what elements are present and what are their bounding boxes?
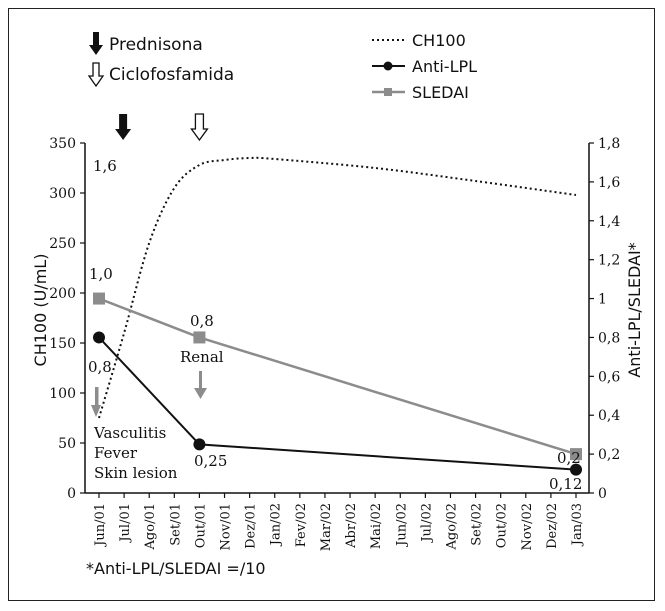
annotation-0-8-lpl: 0,8 xyxy=(88,358,112,376)
y-right-tick-label: 0,4 xyxy=(598,408,620,424)
legend-prednisona: Prednisona xyxy=(89,32,203,55)
x-tick-label: Fev/02 xyxy=(294,503,309,547)
annotation-fever: Fever xyxy=(94,444,138,462)
x-tick-label: Nov/02 xyxy=(520,503,535,550)
y-right-tick-label: 1,6 xyxy=(598,175,620,191)
y-left-tick-label: 350 xyxy=(49,136,76,152)
annotation-skin-lesion: Skin lesion xyxy=(94,464,178,482)
x-tick-label: Jul/02 xyxy=(419,503,434,544)
y-right-tick-label: 0 xyxy=(598,486,607,502)
footnote: *Anti-LPL/SLEDAI =/10 xyxy=(86,559,266,578)
annotation-1-0: 1,0 xyxy=(89,265,113,283)
annotation-0-8-sledai: 0,8 xyxy=(190,312,214,330)
x-tick-label: Dez/01 xyxy=(244,503,259,549)
legend-ciclofosfamida: Ciclofosfamida xyxy=(87,62,234,88)
y-left-tick-label: 100 xyxy=(49,386,76,402)
series-sledai-line xyxy=(98,297,577,456)
y-right-tick-label: 0,2 xyxy=(598,447,620,463)
annotation-vasculitis: Vasculitis xyxy=(93,424,166,442)
y-right-tick-label: 1 xyxy=(598,292,607,308)
symptom-arrow-icon xyxy=(91,387,101,417)
x-tick-label: Abr/02 xyxy=(344,503,359,549)
event-ciclofosfamida-arrow-icon xyxy=(190,113,209,142)
x-tick-label: Set/02 xyxy=(470,503,485,546)
annotation-1-6: 1,6 xyxy=(93,157,117,175)
series-anti-lpl-line xyxy=(98,336,577,471)
y-right-tick-label: 0,8 xyxy=(598,330,620,346)
x-tick-label: Jan/02 xyxy=(269,503,284,547)
x-tick-label: Mar/02 xyxy=(319,503,334,551)
legend-sledai: SLEDAI xyxy=(372,83,469,102)
y-left-tick-label: 300 xyxy=(49,186,76,202)
legend-anti-lpl-marker xyxy=(383,61,393,71)
annotation-0-25: 0,25 xyxy=(194,452,227,470)
x-tick-label: Jun/01 xyxy=(93,503,108,548)
legend-ch100: CH100 xyxy=(372,31,466,50)
annotation-0-2: 0,2 xyxy=(557,449,581,467)
x-tick-label: Jan/03 xyxy=(570,503,585,547)
series-sledai-point xyxy=(193,331,206,344)
legend-ciclofosfamida-label: Ciclofosfamida xyxy=(109,65,234,85)
legend-anti-lpl-label: Anti-LPL xyxy=(412,57,477,76)
series-anti-lpl-point xyxy=(93,331,105,344)
open-arrow-icon xyxy=(87,62,105,88)
annotation-0-12: 0,12 xyxy=(549,475,582,493)
y-right-tick-label: 0,6 xyxy=(598,369,620,385)
x-tick-label: Ago/02 xyxy=(444,503,459,550)
renal-arrow-icon xyxy=(194,371,207,399)
series-sledai-point xyxy=(570,448,582,461)
series-ch100-line xyxy=(98,156,577,419)
y-axis-right-title: Anti-LPL/SLEDAI* xyxy=(625,242,644,377)
filled-arrow-icon xyxy=(89,32,103,55)
x-tick-label: Nov/01 xyxy=(219,503,234,550)
event-arrows xyxy=(115,113,209,142)
chart-series xyxy=(93,156,582,476)
series-anti-lpl-point xyxy=(570,463,582,476)
legend-prednisona-label: Prednisona xyxy=(109,35,203,55)
x-tick-label: Set/01 xyxy=(168,503,183,546)
x-tick-label: Mai/02 xyxy=(369,503,384,549)
y-right-tick-label: 1,4 xyxy=(598,214,620,230)
legend-anti-lpl: Anti-LPL xyxy=(372,57,477,76)
annotation-renal: Renal xyxy=(180,348,224,366)
y-left-tick-label: 250 xyxy=(49,236,76,252)
legend-ch100-label: CH100 xyxy=(412,31,466,50)
axis-ticks: 0 50 100 150 200 250 300 350 0 0,2 0,4 0,6 0,8 1 1,2 1,… xyxy=(49,136,620,551)
x-tick-label: Jul/01 xyxy=(118,503,133,544)
series-anti-lpl-point xyxy=(193,438,206,451)
series-sledai-point xyxy=(93,292,105,305)
x-tick-label: Dez/02 xyxy=(545,503,560,549)
y-left-tick-label: 50 xyxy=(58,436,76,452)
y-left-tick-label: 200 xyxy=(49,286,76,302)
x-tick-label: Jun/02 xyxy=(394,503,409,548)
x-tick-label: Out/02 xyxy=(495,503,510,548)
y-axis-left-title: CH100 (U/mL) xyxy=(31,254,50,367)
legend-sledai-label: SLEDAI xyxy=(412,83,469,102)
annotations: 1,6 1,0 0,8 0,8 0,25 0,2 0,12 Renal Vasc… xyxy=(88,157,582,493)
y-right-tick-label: 1,8 xyxy=(598,136,620,152)
y-left-tick-label: 150 xyxy=(49,336,76,352)
x-tick-label: Ago/01 xyxy=(143,503,158,550)
y-left-tick-label: 0 xyxy=(67,486,76,502)
legend-sledai-marker xyxy=(384,88,392,96)
y-right-tick-label: 1,2 xyxy=(598,253,620,269)
event-prednisona-arrow-icon xyxy=(115,114,132,140)
x-tick-label: Out/01 xyxy=(193,503,208,548)
